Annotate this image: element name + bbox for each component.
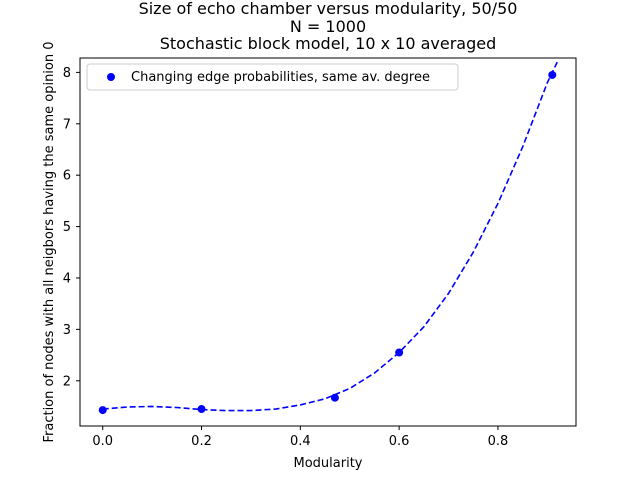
data-points <box>98 70 557 415</box>
x-tick-label: 0.0 <box>92 434 113 449</box>
y-tick-label: 5 <box>63 220 71 235</box>
plot-frame <box>79 57 577 427</box>
data-point <box>197 405 206 414</box>
legend-marker <box>107 73 115 81</box>
legend-box <box>86 63 459 91</box>
legend-label: Changing edge probabilities, same av. de… <box>131 70 430 85</box>
x-tick-label: 0.6 <box>389 434 410 449</box>
chart-title-line-1: Size of echo chamber versus modularity, … <box>139 0 518 18</box>
data-point <box>98 406 107 415</box>
y-axis-ticks: 2 3 4 5 6 7 8 <box>63 66 80 389</box>
chart-title-line-3: Stochastic block model, 10 x 10 averaged <box>160 34 497 53</box>
y-tick-label: 8 <box>63 66 71 81</box>
data-point <box>330 393 339 402</box>
data-point <box>548 70 557 79</box>
x-tick-label: 0.2 <box>191 434 212 449</box>
x-tick-label: 0.4 <box>290 434 311 449</box>
legend: Changing edge probabilities, same av. de… <box>86 63 459 91</box>
fit-curve <box>102 61 558 412</box>
y-axis-label: Fraction of nodes with all neigbors havi… <box>42 41 57 442</box>
x-axis-label: Modularity <box>294 456 363 471</box>
data-point <box>395 348 404 357</box>
y-tick-label: 7 <box>63 117 71 132</box>
x-tick-label: 0.8 <box>488 434 509 449</box>
y-tick-label: 6 <box>63 169 71 184</box>
y-tick-label: 3 <box>63 323 71 338</box>
plot-area <box>80 58 576 426</box>
x-axis-ticks: 0.0 0.2 0.4 0.6 0.8 <box>92 426 508 449</box>
y-tick-label: 2 <box>63 374 71 389</box>
y-tick-label: 4 <box>63 271 71 286</box>
chart-title-line-2: N = 1000 <box>290 17 366 36</box>
